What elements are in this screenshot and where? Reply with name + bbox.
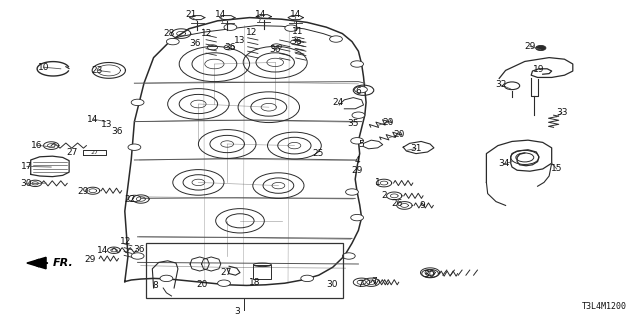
Text: 23: 23 bbox=[92, 66, 103, 75]
Text: 15: 15 bbox=[551, 164, 563, 173]
Text: 14: 14 bbox=[215, 10, 227, 19]
Text: 12: 12 bbox=[201, 29, 212, 38]
Text: 26: 26 bbox=[391, 199, 403, 208]
Text: 34: 34 bbox=[499, 159, 510, 168]
Text: 14: 14 bbox=[290, 10, 301, 19]
Text: 7: 7 bbox=[357, 280, 362, 289]
Circle shape bbox=[351, 61, 364, 67]
Text: 30: 30 bbox=[20, 180, 31, 188]
Text: 7: 7 bbox=[371, 277, 376, 286]
Bar bbox=[146, 243, 343, 298]
Text: 36: 36 bbox=[189, 39, 200, 48]
Text: 14: 14 bbox=[87, 115, 99, 124]
Text: 27: 27 bbox=[91, 150, 99, 156]
Text: 2: 2 bbox=[381, 191, 387, 200]
Circle shape bbox=[351, 214, 364, 221]
Text: 4: 4 bbox=[355, 156, 360, 165]
Text: 14: 14 bbox=[97, 246, 108, 255]
Text: 31: 31 bbox=[410, 144, 422, 153]
Circle shape bbox=[160, 275, 173, 282]
Circle shape bbox=[536, 45, 546, 51]
Circle shape bbox=[352, 112, 365, 118]
Text: 10: 10 bbox=[38, 63, 49, 72]
Text: 12: 12 bbox=[246, 28, 257, 37]
Text: 36: 36 bbox=[225, 44, 236, 52]
Text: 24: 24 bbox=[332, 98, 344, 107]
Text: 22: 22 bbox=[124, 196, 136, 204]
Circle shape bbox=[351, 138, 364, 144]
Circle shape bbox=[218, 280, 230, 286]
Text: 27: 27 bbox=[220, 268, 232, 277]
Text: 13: 13 bbox=[101, 120, 113, 129]
Text: 28: 28 bbox=[163, 29, 175, 38]
Text: 11: 11 bbox=[292, 28, 303, 36]
Text: 1: 1 bbox=[375, 178, 380, 187]
Text: 30: 30 bbox=[423, 270, 435, 279]
Text: 20: 20 bbox=[394, 130, 405, 139]
Text: 19: 19 bbox=[533, 65, 545, 74]
Text: 36: 36 bbox=[290, 37, 301, 46]
Circle shape bbox=[131, 253, 144, 259]
Text: 32: 32 bbox=[495, 80, 506, 89]
Circle shape bbox=[166, 38, 179, 45]
Text: 36: 36 bbox=[111, 127, 123, 136]
Circle shape bbox=[224, 24, 237, 30]
Circle shape bbox=[346, 189, 358, 195]
Text: 20: 20 bbox=[196, 280, 208, 289]
Text: 20: 20 bbox=[382, 118, 394, 127]
Bar bbox=[253, 265, 271, 279]
Text: 29: 29 bbox=[77, 187, 89, 196]
Text: 27: 27 bbox=[67, 148, 78, 157]
Circle shape bbox=[128, 195, 141, 202]
Text: 33: 33 bbox=[556, 108, 568, 117]
Text: FR.: FR. bbox=[52, 258, 73, 268]
Text: 5: 5 bbox=[358, 140, 364, 149]
Circle shape bbox=[330, 36, 342, 42]
Text: 36: 36 bbox=[269, 45, 281, 54]
Text: 17: 17 bbox=[21, 162, 33, 171]
Text: 12: 12 bbox=[120, 237, 131, 246]
Text: 6: 6 bbox=[356, 87, 361, 96]
Circle shape bbox=[301, 275, 314, 282]
Text: 29: 29 bbox=[351, 166, 363, 175]
Text: 29: 29 bbox=[524, 42, 536, 51]
Circle shape bbox=[355, 86, 367, 93]
Circle shape bbox=[128, 144, 141, 150]
Text: 30: 30 bbox=[326, 280, 338, 289]
Text: 13: 13 bbox=[234, 36, 246, 45]
Text: 21: 21 bbox=[185, 10, 196, 19]
Text: T3L4M1200: T3L4M1200 bbox=[582, 302, 627, 311]
Circle shape bbox=[342, 253, 355, 259]
Text: 14: 14 bbox=[255, 10, 267, 19]
Text: 9: 9 bbox=[420, 201, 425, 210]
Polygon shape bbox=[27, 257, 46, 269]
Text: 29: 29 bbox=[84, 255, 95, 264]
Text: 35: 35 bbox=[348, 119, 359, 128]
Text: 25: 25 bbox=[312, 149, 324, 158]
Text: 16: 16 bbox=[31, 141, 43, 150]
Text: 3: 3 bbox=[234, 307, 239, 316]
Text: 36: 36 bbox=[134, 245, 145, 254]
Circle shape bbox=[285, 25, 298, 31]
Text: 18: 18 bbox=[249, 278, 260, 287]
Text: 8: 8 bbox=[153, 281, 158, 290]
Circle shape bbox=[131, 99, 144, 106]
